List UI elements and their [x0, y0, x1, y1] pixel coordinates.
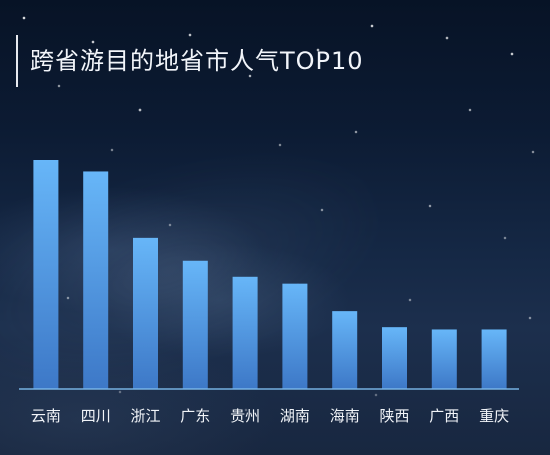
bar-2	[83, 171, 109, 389]
x-label-6: 湖南	[280, 407, 310, 425]
bar-7	[332, 311, 358, 389]
bar-5	[232, 276, 258, 389]
bar-3	[133, 237, 158, 389]
x-label-5: 贵州	[230, 407, 260, 425]
x-label-1: 云南	[31, 407, 61, 425]
bar-8	[382, 327, 407, 389]
x-label-8: 陕西	[379, 407, 409, 425]
x-axis-labels: 云南 四川 浙江 广东 贵州 湖南 海南 陕西 广西 重庆	[31, 407, 509, 425]
bar-1	[33, 160, 59, 389]
bar-9	[431, 329, 457, 389]
x-label-4: 广东	[180, 407, 210, 425]
x-label-7: 海南	[330, 407, 360, 425]
x-label-3: 浙江	[130, 407, 160, 425]
title-accent-line	[16, 35, 18, 87]
x-label-9: 广西	[429, 407, 459, 425]
x-label-2: 四川	[81, 407, 111, 425]
bar-6	[282, 283, 308, 389]
bar-10	[481, 329, 507, 389]
title-row: 跨省游目的地省市人气TOP10	[16, 35, 364, 87]
chart-title: 跨省游目的地省市人气TOP10	[30, 47, 364, 75]
bars-layer	[33, 160, 507, 389]
bar-4	[182, 260, 208, 389]
x-label-10: 重庆	[479, 407, 509, 425]
